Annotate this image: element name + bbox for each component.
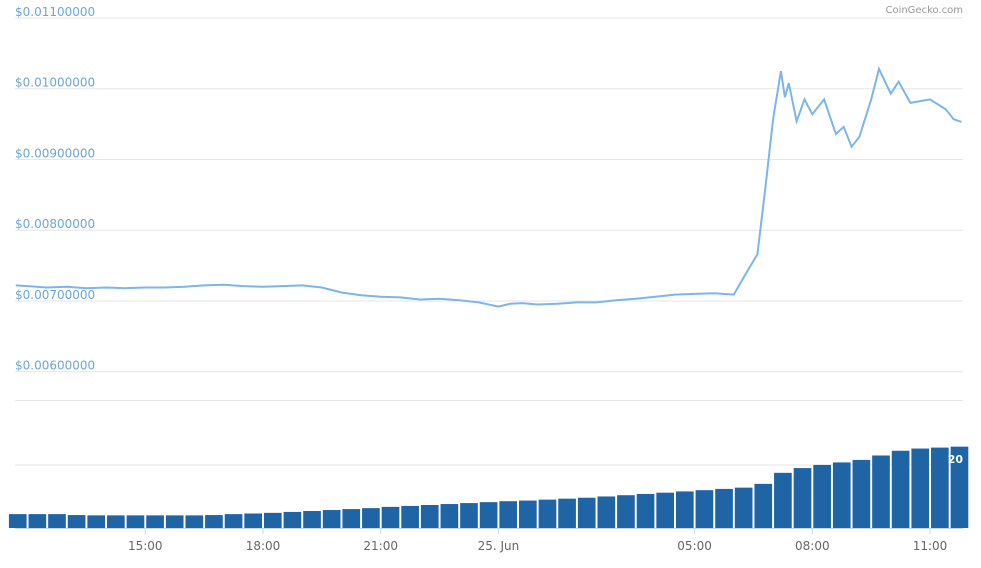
- volume-bar: [165, 515, 184, 528]
- volume-bar: [381, 506, 400, 528]
- x-tick-label: 21:00: [363, 539, 398, 553]
- volume-bar: [48, 514, 66, 528]
- x-tick-label: 08:00: [795, 539, 830, 553]
- volume-bar: [617, 495, 635, 528]
- volume-bar: [263, 512, 282, 528]
- x-tick-label: 15:00: [128, 539, 163, 553]
- volume-bar: [656, 492, 675, 528]
- volume-bar: [224, 514, 243, 528]
- volume-bar: [950, 446, 969, 528]
- volume-bar: [205, 515, 223, 528]
- y-tick-label: $0.00800000: [15, 217, 95, 231]
- volume-bar: [636, 493, 655, 528]
- volume-bar: [185, 515, 204, 528]
- volume-bar: [754, 483, 773, 528]
- volume-bar: [734, 487, 753, 528]
- volume-bar: [303, 510, 321, 528]
- volume-bar: [872, 455, 890, 528]
- volume-bar: [852, 459, 871, 528]
- volume-bar: [479, 502, 498, 528]
- y-tick-label: $0.00600000: [15, 359, 95, 373]
- volume-bar: [813, 464, 831, 528]
- volume-bar: [342, 509, 361, 528]
- volume-bar: [244, 513, 263, 528]
- volume-bar: [322, 510, 341, 528]
- price-line: [15, 65, 962, 308]
- volume-bar: [283, 511, 302, 528]
- volume-bar: [519, 500, 537, 528]
- volume-bar: [695, 490, 714, 528]
- credit: CoinGecko.com: [885, 5, 963, 16]
- volume-bar: [715, 488, 733, 528]
- volume-bar: [558, 498, 576, 528]
- volume-bar: [832, 462, 851, 528]
- x-tick-label: 11:00: [913, 539, 948, 553]
- y-tick-label: $0.00900000: [15, 146, 95, 160]
- volume-bar: [420, 504, 439, 528]
- x-tick-label: 25. Jun: [478, 539, 520, 553]
- volume-bar: [499, 501, 518, 528]
- y-tick-label: $0.01100000: [15, 5, 95, 19]
- volume-bar: [931, 447, 949, 528]
- volume-bar: [401, 505, 419, 528]
- volume-bar: [538, 499, 557, 528]
- volume-bar: [126, 515, 145, 528]
- x-tick-label: 05:00: [677, 539, 712, 553]
- volume-bar: [87, 515, 106, 528]
- volume-bar: [8, 514, 27, 528]
- volume-bar: [146, 515, 164, 528]
- volume-bar: [597, 496, 616, 528]
- volume-bar: [793, 468, 812, 528]
- y-tick-label: $0.01000000: [15, 76, 95, 90]
- x-tick-label: 18:00: [246, 539, 281, 553]
- volume-bar: [911, 448, 930, 528]
- volume-bar: [67, 515, 86, 528]
- volume-bar: [107, 515, 125, 528]
- volume-bar: [362, 508, 380, 528]
- y2-tick-label: 20: [948, 453, 964, 466]
- volume-bar: [675, 491, 694, 528]
- volume-bar: [440, 504, 459, 528]
- volume-bar: [577, 497, 596, 528]
- volume-bar: [460, 503, 478, 528]
- volume-bar: [774, 472, 792, 528]
- volume-bar: [28, 514, 47, 528]
- volume-bar: [891, 450, 910, 528]
- y-tick-label: $0.00700000: [15, 288, 95, 302]
